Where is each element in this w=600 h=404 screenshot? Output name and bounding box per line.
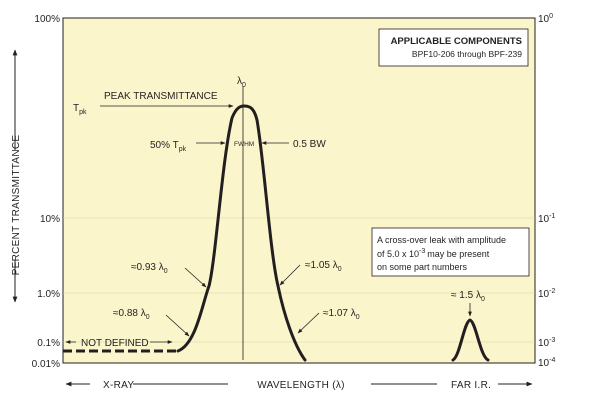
x-left-label: X-RAY xyxy=(103,380,134,391)
lambda107-label: ≈1.07 λ0 xyxy=(323,308,360,321)
y-tick-001: 0.01% xyxy=(32,359,60,370)
note-line-2: of 5.0 x 10-3 may be present xyxy=(377,248,490,259)
y-tick-right-3: 10-3 xyxy=(538,337,555,349)
lambda093-arrow xyxy=(184,267,207,288)
lambda107-arrow xyxy=(297,312,320,334)
lambda088-arrow xyxy=(165,314,190,337)
note-line-3: on some part numbers xyxy=(377,262,468,272)
gridlines xyxy=(63,217,535,343)
lambda0-label: λ0 xyxy=(237,76,246,89)
y-tick-01: 0.1% xyxy=(37,338,60,349)
annotations: PEAK TRANSMITTANCE Tpk 50% Tpk FWHM 0.5 … xyxy=(65,91,485,349)
peak-transmittance-label: PEAK TRANSMITTANCE xyxy=(104,91,218,102)
lambda15-label: ≈ 1.5 λ0 xyxy=(451,290,485,303)
tpk-label: Tpk xyxy=(73,103,87,116)
x-axis-title: X-RAY WAVELENGTH (λ) FAR I.R. xyxy=(65,380,533,391)
lambda105-arrow xyxy=(279,264,301,286)
x-right-label: FAR I.R. xyxy=(451,380,491,391)
lambda088-label: ≈0.88 λ0 xyxy=(113,308,150,321)
applicable-components-box: APPLICABLE COMPONENTS BPF10-206 through … xyxy=(378,28,529,67)
bw-label: 0.5 BW xyxy=(293,139,326,150)
y-axis-title: PERCENT TRANSMITTANCE xyxy=(11,49,22,303)
y-tick-10: 10% xyxy=(40,214,60,225)
infobox-title: APPLICABLE COMPONENTS xyxy=(391,36,522,47)
y-tick-right-1: 10-1 xyxy=(538,213,555,225)
lambda105-label: ≈1.05 λ0 xyxy=(305,260,342,273)
y-tick-100: 100% xyxy=(34,14,60,25)
y-tick-right-4: 10-4 xyxy=(538,357,555,369)
main-bandpass-curve xyxy=(176,104,307,362)
lambda093-label: ≈0.93 λ0 xyxy=(131,262,168,275)
secondary-peak-curve xyxy=(451,318,490,362)
y-tick-right-2: 10-2 xyxy=(538,288,555,300)
y-axis-label: PERCENT TRANSMITTANCE xyxy=(11,135,22,276)
fifty-tpk-label: 50% Tpk xyxy=(150,140,187,153)
y-ticks-left: 100% 10% 1.0% 0.1% 0.01% xyxy=(32,14,60,370)
y-ticks-right: 100 10-1 10-2 10-3 10-4 xyxy=(538,13,555,369)
fwhm-label: FWHM xyxy=(234,141,254,148)
note-line-1: A cross-over leak with amplitude xyxy=(377,235,506,245)
y-tick-right-0: 100 xyxy=(538,13,553,25)
not-defined-label: NOT DEFINED xyxy=(81,338,149,349)
plot-area xyxy=(62,17,536,364)
y-tick-1: 1.0% xyxy=(37,289,60,300)
infobox-subtitle: BPF10-206 through BPF-239 xyxy=(412,49,522,59)
crossover-note-box: A cross-over leak with amplitude of 5.0 … xyxy=(371,227,530,277)
x-axis-label: WAVELENGTH (λ) xyxy=(257,380,345,391)
